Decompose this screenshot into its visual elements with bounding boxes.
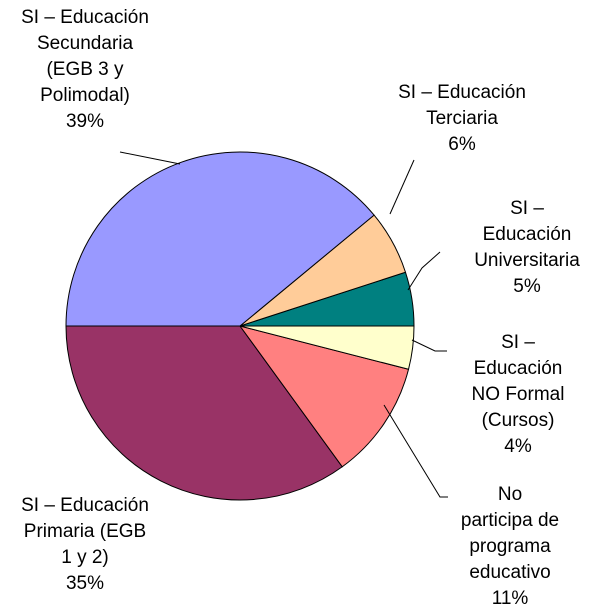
leader-line xyxy=(411,339,447,352)
value-label: 39% xyxy=(65,111,105,132)
pie-slice xyxy=(65,151,375,327)
pie-slice xyxy=(65,325,343,501)
category-label: SI – Educación Primaria (EGB 1 y 2) xyxy=(21,495,149,568)
value-label: 5% xyxy=(513,276,541,297)
pie-slice xyxy=(238,325,410,468)
leader-line xyxy=(407,251,441,291)
category-label: No participa de programa educativo xyxy=(460,484,560,583)
leader-line xyxy=(119,151,181,165)
slice-label: SI – Educación Secundaria (EGB 3 y Polim… xyxy=(21,5,149,135)
category-label: SI – Educación NO Formal (Cursos) xyxy=(471,332,565,431)
value-label: 11% xyxy=(491,588,529,608)
slice-label: SI – Educación NO Formal (Cursos) 4% xyxy=(472,330,565,460)
slice-label: SI – Educación Primaria (EGB 1 y 2) 35% xyxy=(21,493,149,597)
slice-label: SI – Educación Terciaria 6% xyxy=(398,80,526,158)
value-label: 35% xyxy=(65,573,105,594)
value-label: 6% xyxy=(448,134,476,155)
category-label: SI – Educación Terciaria xyxy=(398,82,526,129)
leader-lines xyxy=(119,151,448,498)
leader-line xyxy=(383,404,448,498)
slice-label: SI – Educación Universitaria 5% xyxy=(474,196,580,300)
leader-line xyxy=(389,159,415,215)
value-label: 4% xyxy=(504,436,532,457)
category-label: SI – Educación Universitaria xyxy=(474,198,580,271)
category-label: SI – Educación Secundaria (EGB 3 y Polim… xyxy=(21,7,149,106)
slice-label: No participa de programa educativo 11% xyxy=(460,482,561,608)
